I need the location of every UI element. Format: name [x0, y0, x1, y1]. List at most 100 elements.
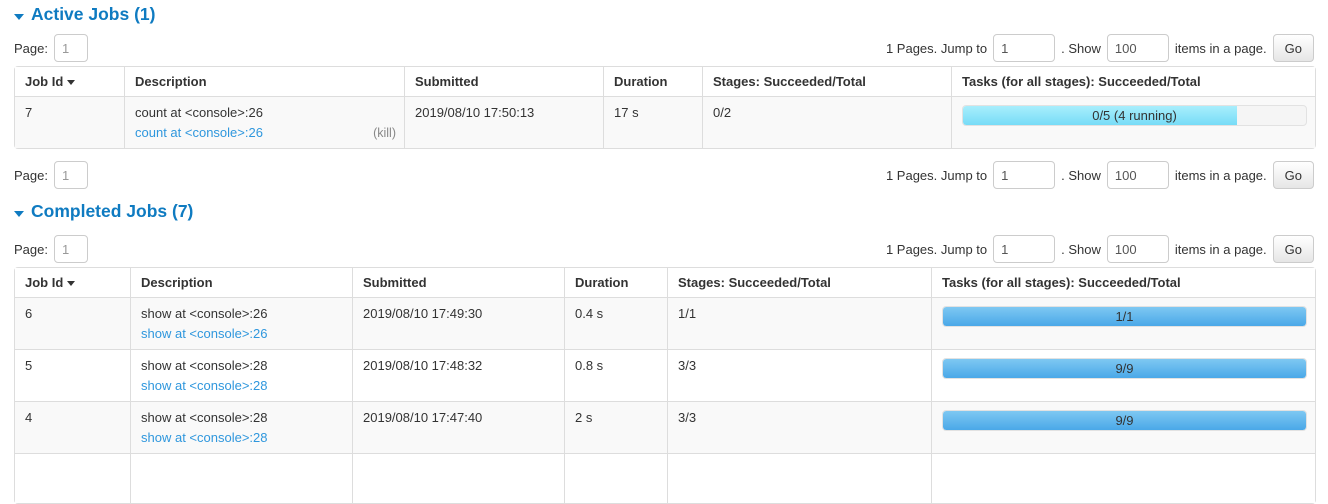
tasks-progress-bar: 1/1	[942, 306, 1307, 327]
cell-submitted: 2019/08/10 17:49:30	[353, 298, 565, 350]
go-button-completed-top[interactable]: Go	[1272, 235, 1314, 263]
cell-tasks	[932, 454, 1315, 503]
section-header-active-jobs[interactable]: Active Jobs (1)	[14, 0, 1314, 30]
tasks-progress-fill	[943, 307, 1306, 326]
column-header-description[interactable]: Description	[125, 67, 405, 97]
page-label-completed: Page:	[14, 241, 48, 257]
tasks-progress-label: 0/5 (4 running)	[1092, 108, 1177, 123]
job-description-text: show at <console>:28	[141, 358, 268, 373]
job-detail-link[interactable]: show at <console>:28	[141, 378, 268, 393]
job-detail-link[interactable]: show at <console>:26	[141, 326, 268, 341]
cell-duration	[565, 454, 668, 503]
pages-jump-label-active-bottom: 1 Pages. Jump to	[885, 167, 988, 183]
cell-submitted: 2019/08/10 17:50:13	[405, 97, 604, 148]
cell-duration: 0.4 s	[565, 298, 668, 350]
column-header-job-id[interactable]: Job Id	[15, 268, 131, 298]
caret-down-icon	[14, 211, 24, 217]
cell-submitted	[353, 454, 565, 503]
cell-tasks: 9/9	[932, 350, 1315, 402]
show-label-active-bottom: . Show	[1061, 167, 1101, 183]
cell-job-id: 7	[15, 97, 125, 148]
cell-duration: 2 s	[565, 402, 668, 454]
column-header-stages[interactable]: Stages: Succeeded/Total	[668, 268, 932, 298]
pagination-bar-active-top: Page: 1 Pages. Jump to . Show items in a…	[14, 30, 1314, 66]
cell-submitted: 2019/08/10 17:48:32	[353, 350, 565, 402]
job-description-text: show at <console>:26	[141, 306, 268, 321]
tasks-progress-fill	[943, 359, 1306, 378]
items-in-page-label-active-bottom: items in a page.	[1174, 167, 1267, 183]
section-title-active-jobs: Active Jobs (1)	[31, 4, 156, 25]
caret-down-icon	[14, 14, 24, 20]
tasks-progress-label: 9/9	[1115, 413, 1134, 428]
table-header-row: Job Id Description Submitted Duration St…	[15, 268, 1315, 298]
column-header-tasks[interactable]: Tasks (for all stages): Succeeded/Total	[932, 268, 1315, 298]
column-header-duration[interactable]: Duration	[565, 268, 668, 298]
column-header-job-id[interactable]: Job Id	[15, 67, 125, 97]
column-header-tasks[interactable]: Tasks (for all stages): Succeeded/Total	[952, 67, 1315, 97]
column-header-description[interactable]: Description	[131, 268, 353, 298]
job-description-text: show at <console>:28	[141, 410, 268, 425]
current-page-display-completed-top[interactable]	[53, 235, 88, 263]
job-description-text: count at <console>:26	[135, 105, 263, 120]
cell-stages: 1/1	[668, 298, 932, 350]
table-row: 4 show at <console>:28 show at <console>…	[15, 402, 1315, 454]
cell-description	[131, 454, 353, 503]
job-detail-link[interactable]: show at <console>:28	[141, 430, 268, 445]
jump-to-page-input-active-bottom[interactable]	[993, 161, 1056, 189]
tasks-progress-fill	[963, 106, 1238, 125]
completed-jobs-table: Job Id Description Submitted Duration St…	[14, 267, 1316, 504]
job-detail-link[interactable]: count at <console>:26	[135, 125, 263, 140]
cell-description: show at <console>:28 show at <console>:2…	[131, 350, 353, 402]
cell-tasks: 0/5 (4 running)	[952, 97, 1315, 148]
cell-job-id: 5	[15, 350, 131, 402]
column-header-duration[interactable]: Duration	[604, 67, 703, 97]
current-page-display-active-bottom[interactable]	[53, 161, 88, 189]
pages-jump-label-completed-top: 1 Pages. Jump to	[885, 241, 988, 257]
cell-tasks: 9/9	[932, 402, 1315, 454]
section-header-completed-jobs[interactable]: Completed Jobs (7)	[14, 197, 1314, 227]
items-in-page-label-active-top: items in a page.	[1174, 40, 1267, 56]
go-button-active-bottom[interactable]: Go	[1272, 161, 1314, 189]
cell-stages: 3/3	[668, 402, 932, 454]
table-row	[15, 454, 1315, 503]
cell-description: show at <console>:28 show at <console>:2…	[131, 402, 353, 454]
page-size-input-completed-top[interactable]	[1106, 235, 1169, 263]
sort-desc-icon	[67, 281, 76, 286]
tasks-progress-bar: 0/5 (4 running)	[962, 105, 1307, 126]
cell-duration: 0.8 s	[565, 350, 668, 402]
go-button-active-top[interactable]: Go	[1272, 34, 1314, 62]
page-label: Page:	[14, 40, 48, 56]
column-header-job-id-label: Job Id	[25, 74, 64, 89]
job-description-link-row: show at <console>:28	[141, 430, 344, 445]
table-row: 7 count at <console>:26 count at <consol…	[15, 97, 1315, 148]
job-description-link-row: show at <console>:28	[141, 378, 344, 393]
pagination-bar-active-bottom: Page: 1 Pages. Jump to . Show items in a…	[14, 157, 1314, 193]
show-label-active-top: . Show	[1061, 40, 1101, 56]
tasks-progress-fill	[943, 411, 1306, 430]
current-page-display-active-top[interactable]	[53, 34, 88, 62]
cell-stages: 3/3	[668, 350, 932, 402]
show-label-completed-top: . Show	[1061, 241, 1101, 257]
items-in-page-label-completed-top: items in a page.	[1174, 241, 1267, 257]
tasks-progress-bar: 9/9	[942, 410, 1307, 431]
column-header-submitted[interactable]: Submitted	[353, 268, 565, 298]
job-description-link-row: show at <console>:26	[141, 326, 344, 341]
page-size-input-active-bottom[interactable]	[1106, 161, 1169, 189]
cell-job-id: 4	[15, 402, 131, 454]
cell-duration: 17 s	[604, 97, 703, 148]
cell-job-id	[15, 454, 131, 503]
tasks-progress-label: 9/9	[1115, 361, 1134, 376]
kill-job-link[interactable]: (kill)	[373, 126, 396, 140]
pagination-bar-completed-top: Page: 1 Pages. Jump to . Show items in a…	[14, 231, 1314, 267]
section-title-completed-jobs: Completed Jobs (7)	[31, 201, 194, 222]
column-header-submitted[interactable]: Submitted	[405, 67, 604, 97]
column-header-job-id-label: Job Id	[25, 275, 64, 290]
jump-to-page-input-active-top[interactable]	[993, 34, 1056, 62]
pages-jump-label-active-top: 1 Pages. Jump to	[885, 40, 988, 56]
page-size-input-active-top[interactable]	[1106, 34, 1169, 62]
jump-to-page-input-completed-top[interactable]	[993, 235, 1056, 263]
cell-stages	[668, 454, 932, 503]
table-row: 5 show at <console>:28 show at <console>…	[15, 350, 1315, 402]
column-header-stages[interactable]: Stages: Succeeded/Total	[703, 67, 952, 97]
